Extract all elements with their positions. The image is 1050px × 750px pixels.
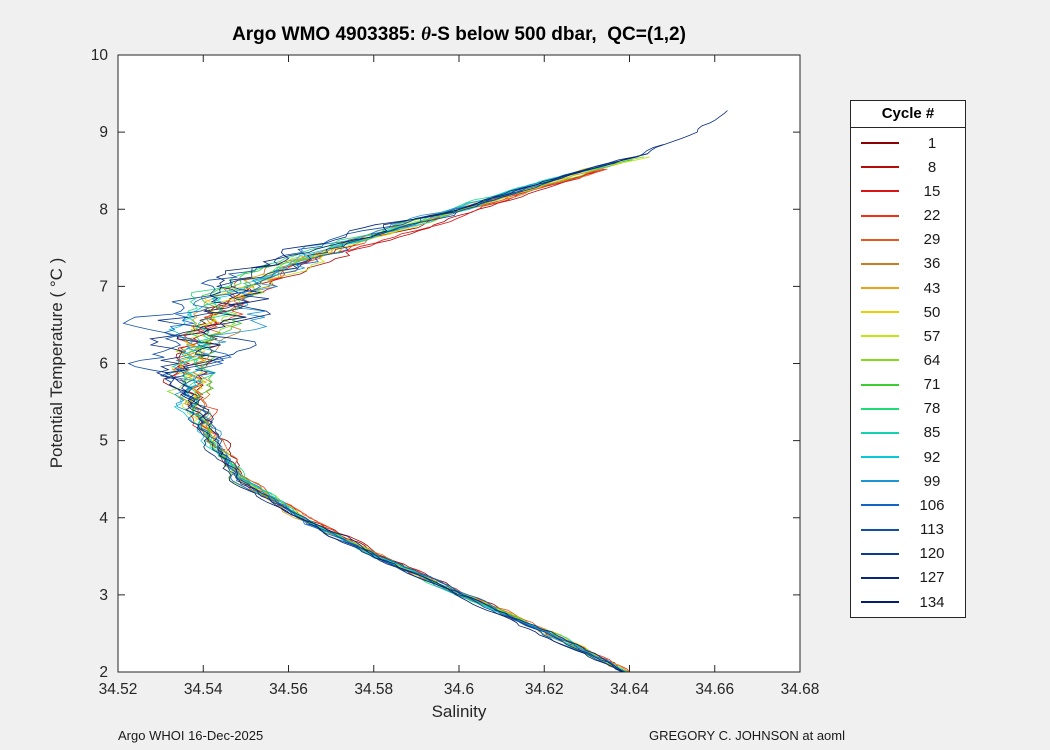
- legend-label: 99: [923, 472, 941, 490]
- series-lines: [122, 110, 728, 672]
- x-tick-label: 34.52: [99, 681, 138, 698]
- legend-title: Cycle #: [851, 101, 965, 128]
- chart-title: Argo WMO 4903385: θ-S below 500 dbar, QC…: [118, 24, 800, 46]
- legend-line-swatch: [861, 504, 899, 507]
- theta-symbol: θ: [421, 24, 431, 45]
- legend-item-cycle-99: 99: [851, 469, 965, 493]
- legend-label: 15: [923, 182, 941, 200]
- x-axis-label: Salinity: [431, 702, 487, 721]
- legend-item-cycle-22: 22: [851, 203, 965, 227]
- y-tick-label: 2: [99, 664, 108, 681]
- legend-line-swatch: [861, 528, 899, 531]
- axes-box: [117, 54, 801, 673]
- legend-item-cycle-36: 36: [851, 252, 965, 276]
- legend-item-cycle-134: 134: [851, 590, 965, 614]
- legend-label: 92: [923, 448, 941, 466]
- legend-item-cycle-106: 106: [851, 493, 965, 517]
- legend-item-cycle-71: 71: [851, 373, 965, 397]
- x-tick-label: 34.54: [184, 681, 223, 698]
- legend-item-cycle-15: 15: [851, 179, 965, 203]
- legend-item-cycle-64: 64: [851, 348, 965, 372]
- x-tick-label: 34.58: [354, 681, 393, 698]
- legend-item-cycle-8: 8: [851, 155, 965, 179]
- legend-item-cycle-127: 127: [851, 566, 965, 590]
- legend-line-swatch: [861, 214, 899, 217]
- y-tick-label: 9: [99, 124, 108, 141]
- legend-line-swatch: [861, 311, 899, 314]
- profile-line-cycle-22: [171, 165, 630, 672]
- chart-title-suffix: -S below 500 dbar, QC=(1,2): [430, 24, 686, 45]
- legend-line-swatch: [861, 576, 899, 579]
- legend-line-swatch: [861, 431, 899, 434]
- legend-label: 8: [927, 158, 937, 176]
- chart-title-prefix: Argo WMO 4903385:: [232, 24, 422, 45]
- legend-label: 127: [919, 569, 945, 587]
- legend-item-cycle-50: 50: [851, 300, 965, 324]
- legend-label: 106: [919, 496, 945, 514]
- legend-label: 85: [923, 424, 941, 442]
- x-tick-label: 34.56: [269, 681, 308, 698]
- footer-credit-right: GREGORY C. JOHNSON at aoml: [648, 728, 845, 743]
- legend-label: 22: [923, 207, 941, 225]
- legend-line-swatch: [861, 142, 899, 145]
- y-tick-label: 7: [99, 278, 108, 295]
- legend-label: 64: [923, 351, 941, 369]
- x-tick-label: 34.6: [444, 681, 474, 698]
- legend-line-swatch: [861, 335, 899, 338]
- footer-credit-left: Argo WHOI 16-Dec-2025: [118, 728, 264, 743]
- legend-line-swatch: [861, 166, 899, 169]
- legend-label: 1: [927, 134, 937, 152]
- legend-item-cycle-85: 85: [851, 421, 965, 445]
- y-tick-label: 4: [99, 510, 108, 527]
- legend-line-swatch: [861, 480, 899, 483]
- y-axis-label: Potential Temperature ( °C ): [47, 257, 66, 469]
- legend-label: 43: [923, 279, 941, 297]
- tick-labels: 34.52 34.54 34.56 34.58 34.6 34.62 34.64 34.66 3…: [91, 47, 820, 698]
- legend-line-swatch: [861, 601, 899, 604]
- legend-label: 29: [923, 231, 941, 249]
- legend-label: 113: [920, 521, 944, 539]
- legend-item-cycle-1: 1: [851, 131, 965, 155]
- x-tick-label: 34.68: [781, 681, 820, 698]
- x-tick-label: 34.62: [525, 681, 564, 698]
- legend-label: 134: [919, 593, 945, 611]
- legend-line-swatch: [861, 407, 899, 410]
- legend-item-cycle-29: 29: [851, 228, 965, 252]
- legend-item-cycle-78: 78: [851, 397, 965, 421]
- legend-label: 50: [923, 303, 941, 321]
- legend-line-swatch: [861, 552, 899, 555]
- legend-items: 1 8 15 22 29 36 43 50 57 64 71 78 85 92 99 106 113 120 127…: [851, 128, 965, 617]
- legend-line-swatch: [861, 238, 899, 241]
- legend-line-swatch: [861, 262, 899, 265]
- legend-item-cycle-113: 113: [851, 518, 965, 542]
- profile-line-cycle-106: [163, 162, 623, 672]
- legend-line-swatch: [861, 359, 899, 362]
- x-tick-label: 34.66: [695, 681, 734, 698]
- profile-line-cycle-113: [122, 153, 648, 672]
- legend-item-cycle-92: 92: [851, 445, 965, 469]
- legend-line-swatch: [861, 190, 899, 193]
- legend-item-cycle-57: 57: [851, 324, 965, 348]
- legend-line-swatch: [861, 287, 899, 290]
- y-tick-label: 10: [91, 47, 109, 64]
- y-tick-label: 5: [99, 433, 108, 450]
- legend-label: 120: [919, 545, 945, 563]
- legend-item-cycle-43: 43: [851, 276, 965, 300]
- legend-label: 36: [923, 255, 941, 273]
- y-tick-label: 8: [99, 201, 108, 218]
- legend-line-swatch: [861, 383, 899, 386]
- profile-line-cycle-134: [164, 156, 636, 672]
- y-tick-label: 3: [99, 587, 108, 604]
- x-tick-label: 34.64: [610, 681, 649, 698]
- legend-label: 71: [923, 376, 941, 394]
- legend-label: 57: [923, 327, 941, 345]
- legend: Cycle # 1 8 15 22 29 36 43 50 57 64 71 78 85 92 99 106 1…: [850, 100, 966, 618]
- legend-label: 78: [923, 400, 941, 418]
- y-tick-label: 6: [99, 356, 108, 373]
- axes-background: [118, 55, 800, 672]
- legend-item-cycle-120: 120: [851, 542, 965, 566]
- legend-line-swatch: [861, 456, 899, 459]
